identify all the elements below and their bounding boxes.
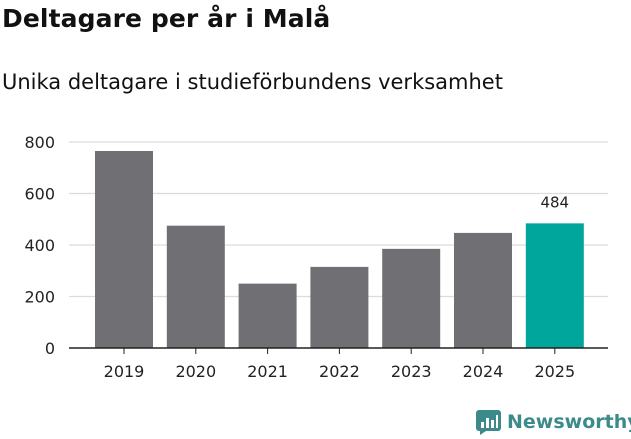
chart-title: Deltagare per år i Malå: [2, 4, 331, 33]
axes: [69, 347, 608, 354]
y-tick-label: 200: [24, 288, 55, 307]
x-tick-label: 2019: [104, 362, 145, 381]
y-tick-label: 400: [24, 236, 55, 255]
bar-chart-logo-icon: [476, 409, 501, 435]
x-tick-label: 2025: [534, 362, 575, 381]
x-tick-label: 2024: [463, 362, 504, 381]
y-tick-label: 600: [24, 185, 55, 204]
bar-2019: [95, 151, 153, 348]
bar-2023: [382, 248, 441, 348]
labels: 0 200 400 600 800 2019 2020 2021 2022 2023 2024 202…: [24, 133, 575, 381]
x-tick-label: 2021: [247, 362, 288, 381]
newsworthy-logo: Newsworthy: [476, 407, 631, 437]
bars: [95, 151, 584, 348]
y-tick-label: 0: [45, 339, 55, 358]
x-tick-label: 2020: [175, 362, 216, 381]
brand-name: Newsworthy: [507, 411, 631, 433]
bar-2022: [310, 266, 369, 348]
chart-subtitle: Unika deltagare i studieförbundens verks…: [2, 70, 503, 94]
x-tick-label: 2023: [391, 362, 432, 381]
data-label: 484: [540, 193, 569, 211]
bar-2025: [525, 223, 584, 348]
bar-2021: [238, 283, 297, 348]
x-tick-label: 2022: [319, 362, 360, 381]
y-tick-label: 800: [24, 133, 55, 152]
bar-2024: [454, 232, 512, 348]
bar-2020: [166, 225, 225, 348]
